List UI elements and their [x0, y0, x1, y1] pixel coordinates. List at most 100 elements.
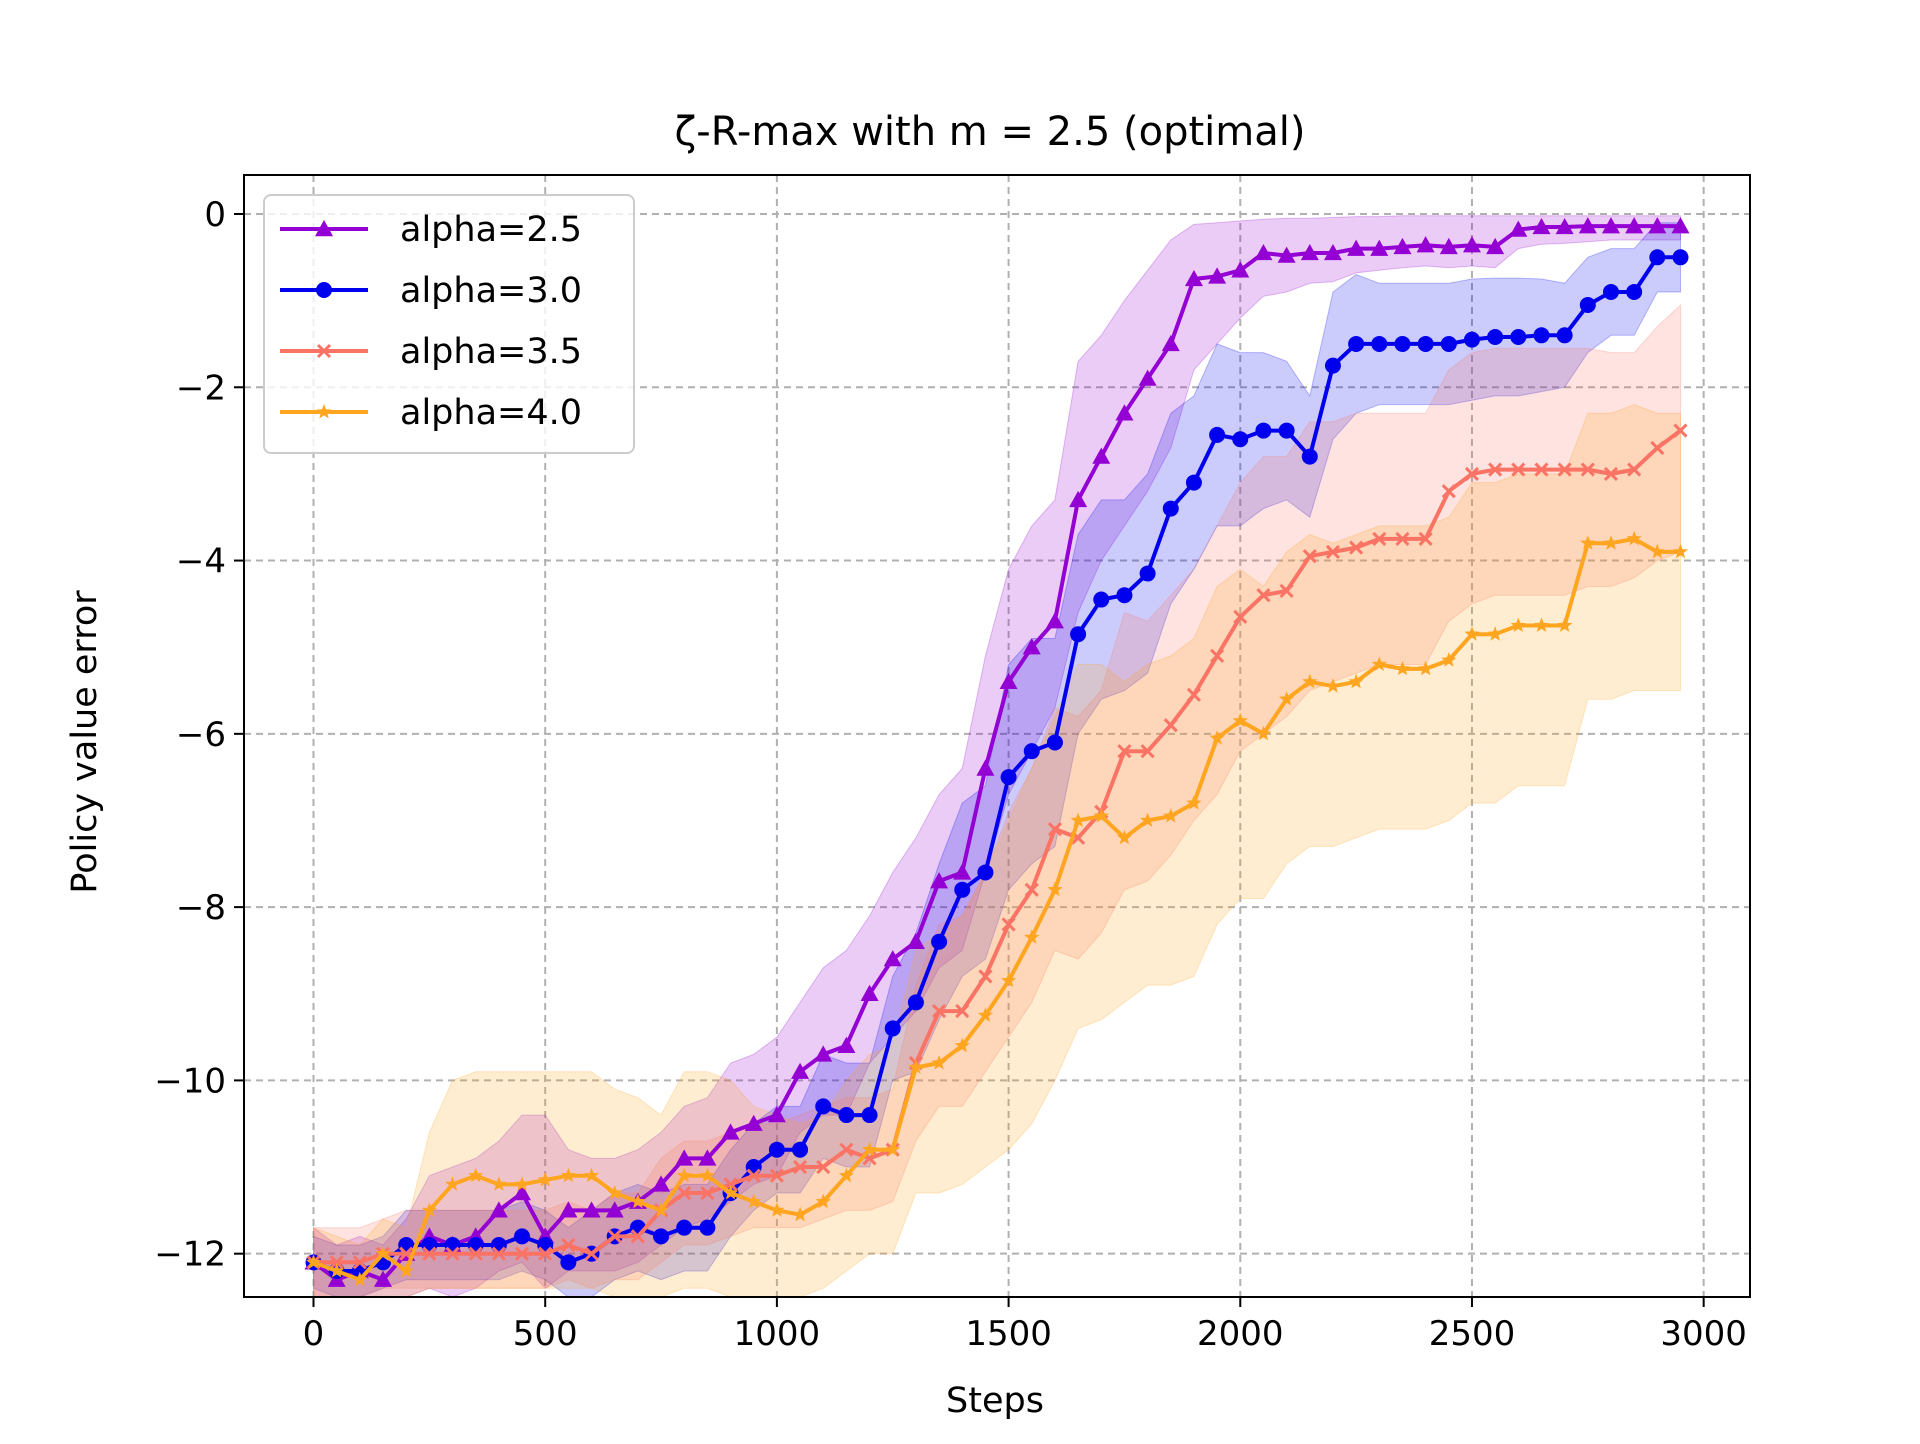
- data-point: [583, 1167, 600, 1183]
- y-tick-label: −12: [154, 1235, 226, 1275]
- data-point: [1555, 217, 1574, 235]
- data-point: [699, 1219, 716, 1236]
- data-point: [1209, 426, 1226, 443]
- data-point: [884, 1020, 901, 1037]
- data-point: [1255, 422, 1272, 439]
- data-point: [1001, 972, 1017, 988]
- data-point: [1509, 220, 1528, 237]
- data-point: [1441, 484, 1456, 499]
- data-point: [352, 1271, 368, 1287]
- legend-box: [263, 194, 635, 454]
- data-point: [1256, 588, 1271, 603]
- data-point: [352, 1255, 367, 1270]
- data-point: [1601, 217, 1620, 234]
- data-point: [1184, 269, 1203, 287]
- data-point: [1186, 795, 1202, 810]
- data-point: [491, 1246, 506, 1261]
- data-point: [605, 1201, 624, 1218]
- data-point: [769, 1168, 784, 1183]
- data-point: [1161, 334, 1180, 352]
- data-point: [699, 1167, 715, 1183]
- data-point: [1210, 648, 1225, 663]
- data-point: [976, 759, 995, 776]
- data-point: [908, 1059, 924, 1074]
- data-point: [607, 1185, 623, 1200]
- legend-marker-3: [316, 343, 332, 359]
- data-point: [1162, 500, 1179, 517]
- legend: alpha=2.5 alpha=3.0 alpha=3.5 alpha=4.0: [263, 194, 635, 454]
- data-point: [538, 1246, 553, 1261]
- data-point: [1395, 531, 1410, 546]
- data-point: [676, 1167, 692, 1183]
- data-point: [1578, 217, 1597, 234]
- data-point: [1463, 331, 1480, 348]
- data-point: [1347, 239, 1366, 256]
- data-point: [839, 1142, 854, 1157]
- data-point: [1533, 327, 1550, 344]
- data-point: [1672, 543, 1689, 559]
- data-point: [560, 1254, 577, 1271]
- legend-marker-4: [316, 404, 332, 419]
- x-tick-label: 1000: [734, 1314, 821, 1354]
- data-point: [954, 881, 971, 898]
- data-point: [1255, 725, 1272, 741]
- data-point: [815, 1098, 832, 1115]
- data-point: [1487, 626, 1503, 641]
- data-point: [1093, 808, 1109, 823]
- data-point: [999, 672, 1018, 690]
- data-point: [1510, 617, 1526, 632]
- data-point: [978, 969, 993, 984]
- data-point: [1208, 267, 1227, 284]
- legend-label-2: alpha=3.0: [400, 271, 582, 311]
- data-point: [1626, 530, 1642, 546]
- data-point: [1070, 626, 1087, 643]
- data-point: [1279, 691, 1295, 706]
- data-point: [1602, 283, 1619, 300]
- data-point: [792, 1141, 809, 1158]
- data-point: [1626, 283, 1643, 300]
- data-point: [1140, 744, 1155, 759]
- data-point: [490, 1237, 507, 1254]
- data-point: [1417, 335, 1434, 352]
- data-point: [1533, 617, 1550, 632]
- data-point: [1580, 462, 1595, 477]
- data-point: [559, 1201, 578, 1218]
- data-point: [584, 1246, 599, 1261]
- data-point: [676, 1219, 693, 1236]
- data-point: [1209, 730, 1225, 745]
- data-point: [561, 1237, 576, 1253]
- legend-marker-1: [315, 220, 333, 237]
- data-point: [793, 1159, 808, 1175]
- data-point: [305, 1254, 322, 1269]
- data-point: [700, 1185, 715, 1201]
- line-series-4: [312, 536, 1681, 1282]
- data-point: [1279, 583, 1294, 598]
- data-point: [537, 1172, 553, 1187]
- data-point: [1393, 237, 1412, 255]
- data-point: [1045, 612, 1064, 629]
- data-point: [329, 1255, 344, 1270]
- data-point: [955, 1004, 970, 1019]
- data-point: [1046, 734, 1063, 751]
- data-point: [1673, 423, 1688, 438]
- data-point: [1394, 660, 1411, 676]
- data-point: [931, 1055, 947, 1070]
- data-point: [653, 1202, 669, 1217]
- data-point: [1671, 217, 1690, 234]
- data-point: [560, 1167, 576, 1183]
- data-point: [1627, 462, 1642, 477]
- data-point: [398, 1237, 415, 1254]
- data-point: [675, 1149, 694, 1166]
- data-point: [1672, 249, 1689, 266]
- data-point: [1603, 535, 1619, 550]
- data-point: [1579, 296, 1596, 313]
- x-tick-label: 1500: [965, 1314, 1052, 1354]
- data-point: [816, 1159, 831, 1175]
- data-point: [1302, 549, 1317, 564]
- data-point: [1511, 462, 1526, 477]
- data-point: [1371, 335, 1388, 352]
- x-tick-label: 2500: [1429, 1314, 1516, 1354]
- data-point: [744, 1114, 763, 1131]
